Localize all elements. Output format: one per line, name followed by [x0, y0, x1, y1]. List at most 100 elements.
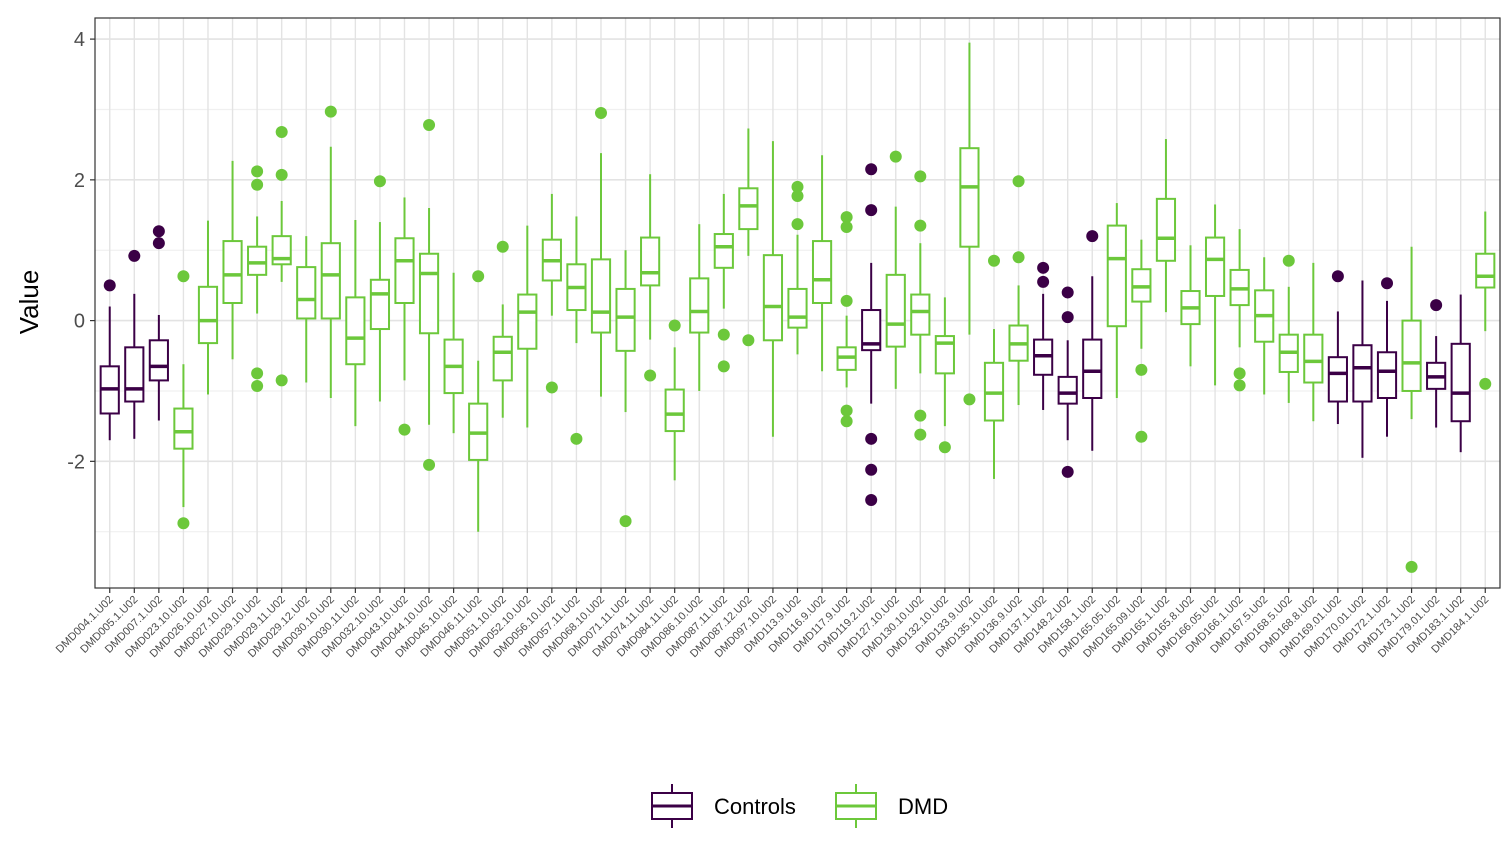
outlier-point	[889, 150, 902, 163]
outlier-point	[103, 279, 116, 292]
box-DMD170.01.U02	[1352, 280, 1373, 458]
box-DMD030.10.U02	[320, 105, 341, 398]
box-DMD136.9.U02	[1008, 175, 1029, 406]
box-iqr	[1376, 351, 1398, 399]
legend: Controls DMD	[651, 784, 948, 828]
box-iqr	[492, 335, 513, 382]
y-axis: -2 0 2 4	[67, 29, 95, 473]
legend-item-dmd: DMD	[835, 784, 948, 828]
outlier-point	[840, 221, 853, 233]
box-DMD056.10.U02	[541, 193, 562, 394]
box-iqr	[1327, 356, 1348, 403]
box-DMD045.10.U02	[443, 272, 464, 434]
box-DMD030.11.U02	[345, 219, 366, 427]
outlier-point	[545, 381, 558, 394]
outlier-point	[1012, 251, 1025, 264]
box-DMD068.10.U02	[590, 107, 612, 397]
box-DMD113.9.U02	[787, 180, 808, 355]
box-DMD127.10.U02	[885, 150, 906, 389]
outlier-point	[914, 170, 927, 183]
box-DMD074.11.U02	[640, 174, 661, 382]
outlier-point	[1037, 261, 1050, 274]
box-DMD029.10.U02	[247, 165, 268, 393]
box-iqr	[664, 388, 685, 433]
outlier-point	[1135, 430, 1148, 443]
legend-label: DMD	[898, 794, 948, 819]
outlier-point	[570, 432, 583, 445]
box-DMD167.5.U02	[1254, 257, 1275, 395]
y-tick-label: 2	[74, 170, 85, 192]
outlier-point	[619, 515, 632, 528]
box-iqr	[738, 187, 759, 231]
box-iqr	[1450, 342, 1471, 423]
outlier-point	[1405, 560, 1418, 573]
outlier-point	[373, 175, 386, 188]
box-iqr	[787, 287, 808, 329]
box-DMD130.10.U02	[910, 170, 931, 441]
outlier-point	[177, 517, 190, 530]
outlier-point	[1061, 286, 1074, 299]
box-DMD168.5.U02	[1278, 254, 1299, 403]
box-DMD183.1.U02	[1450, 294, 1471, 453]
outlier-point	[1233, 379, 1246, 392]
outlier-point	[1430, 299, 1443, 312]
box-DMD116.9.U02	[811, 155, 833, 372]
box-iqr	[934, 335, 955, 375]
outlier-point	[791, 218, 804, 231]
box-DMD087.12.U02	[738, 128, 759, 347]
outlier-point	[717, 360, 730, 373]
outlier-point	[988, 254, 1001, 267]
box-DMD032.10.U02	[369, 175, 391, 402]
box-iqr	[1475, 252, 1496, 289]
box-iqr	[222, 240, 243, 305]
box-DMD165.05.U02	[1106, 203, 1127, 398]
outlier-point	[251, 367, 264, 380]
box-DMD165.1.U02	[1155, 139, 1177, 313]
outlier-point	[717, 328, 730, 341]
y-axis-title: Value	[14, 270, 44, 335]
box-iqr	[1057, 375, 1078, 405]
box-DMD166.05.U02	[1204, 204, 1226, 386]
outlier-point	[791, 190, 804, 203]
x-axis: DMD004.1.U02DMD005.1.U02DMD007.1.U02DMD0…	[54, 588, 1491, 660]
box-iqr	[689, 277, 710, 334]
outlier-point	[128, 249, 141, 262]
outlier-point	[275, 374, 288, 387]
outlier-point	[644, 369, 657, 382]
box-DMD158.1.U02	[1082, 230, 1103, 451]
box-DMD173.1.U02	[1401, 246, 1422, 573]
outlier-point	[251, 178, 264, 191]
box-iqr	[640, 236, 661, 287]
outlier-point	[865, 432, 878, 445]
box-DMD166.1.U02	[1229, 229, 1250, 392]
box-iqr	[247, 245, 268, 276]
outlier-point	[275, 126, 288, 138]
box-iqr	[173, 407, 194, 450]
outlier-point	[1331, 270, 1344, 283]
box-iqr	[590, 258, 612, 334]
box-DMD084.11.U02	[664, 319, 685, 481]
box-iqr	[910, 293, 931, 336]
box-DMD097.10.U02	[762, 141, 784, 437]
box-DMD027.10.U02	[222, 160, 243, 360]
outlier-point	[1479, 377, 1492, 390]
box-iqr	[959, 147, 980, 248]
box-iqr	[762, 254, 784, 342]
outlier-point	[496, 240, 509, 253]
box-DMD165.09.U02	[1131, 239, 1152, 443]
box-DMD044.10.U02	[418, 118, 440, 471]
y-tick-label: 4	[74, 29, 85, 51]
outlier-point	[152, 237, 165, 250]
box-DMD133.9.U02	[959, 42, 980, 406]
outlier-point	[275, 168, 288, 181]
outlier-point	[865, 204, 878, 217]
outlier-point	[423, 118, 436, 131]
box-iqr	[296, 266, 317, 320]
outlier-point	[1037, 275, 1050, 288]
outlier-point	[1282, 254, 1295, 267]
box-DMD057.11.U02	[566, 216, 587, 445]
box-DMD137.1.U02	[1033, 261, 1054, 410]
box-iqr	[615, 287, 636, 352]
box-iqr	[811, 240, 833, 305]
